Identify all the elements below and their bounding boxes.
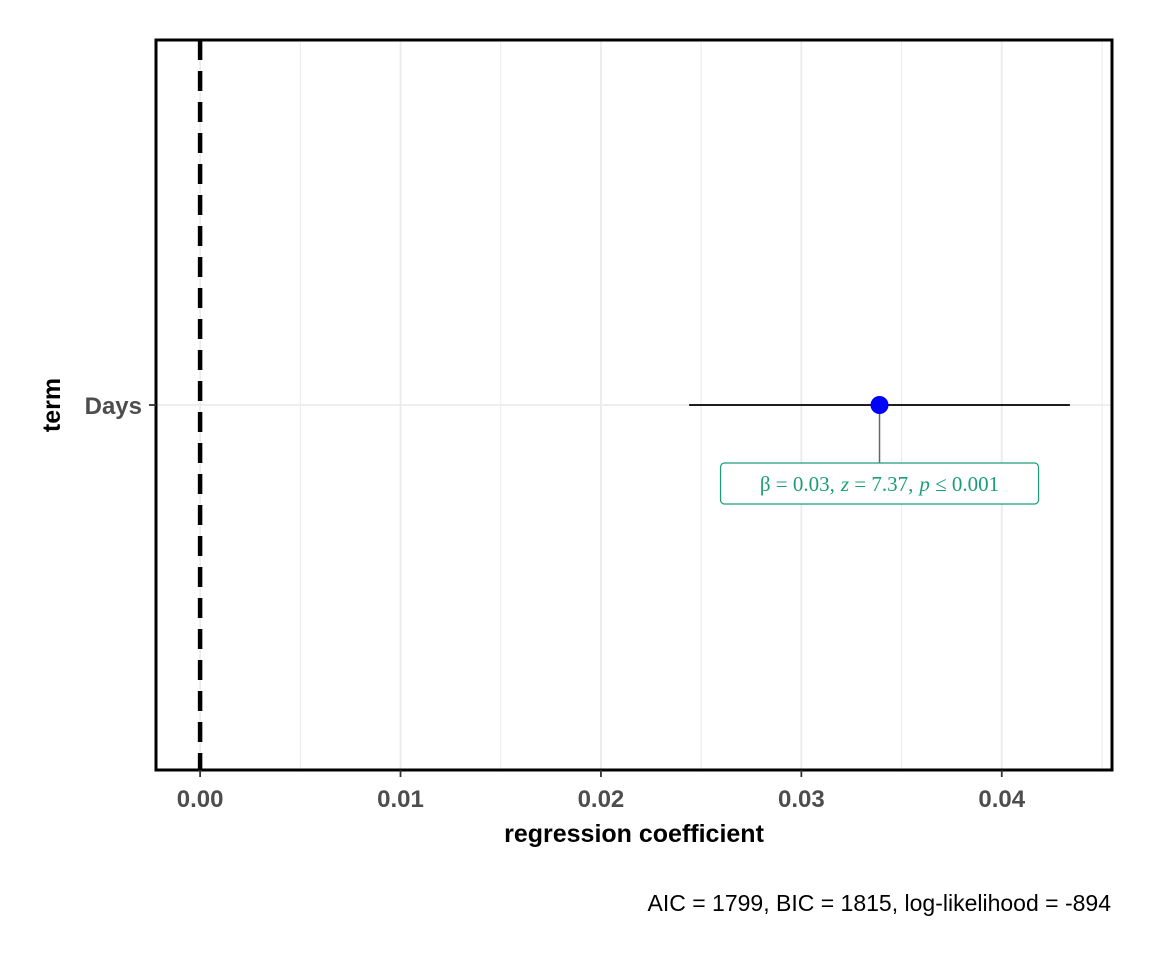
annotation-z-value: = 7.37, bbox=[849, 472, 913, 496]
y-axis-tick-label: Days bbox=[85, 393, 142, 420]
annotation-box bbox=[719, 462, 1040, 505]
annotation-text: β = 0.03, z = 7.37, p ≤ 0.001 bbox=[760, 472, 999, 496]
annotation-beta: β = 0.03, bbox=[760, 472, 835, 496]
x-axis-tick-label: 0.01 bbox=[377, 786, 424, 813]
annotation-p-symbol: p bbox=[917, 472, 930, 496]
x-axis-title: regression coefficient bbox=[504, 820, 764, 848]
y-axis-title: term bbox=[38, 378, 66, 432]
x-axis-tick-label: 0.02 bbox=[578, 786, 625, 813]
model-fit-caption: AIC = 1799, BIC = 1815, log-likelihood =… bbox=[648, 890, 1112, 916]
annotation-z-symbol: z bbox=[840, 472, 849, 496]
data-layer bbox=[689, 396, 1070, 463]
x-axis-tick-label: 0.04 bbox=[978, 786, 1025, 813]
annotation-p-value: ≤ 0.001 bbox=[930, 472, 999, 496]
coefficient-annotation: β = 0.03, z = 7.37, p ≤ 0.001 bbox=[719, 462, 1040, 505]
axes: 0.00 0.01 0.02 0.03 0.04 Days bbox=[85, 393, 1026, 813]
coefficient-point bbox=[870, 396, 889, 414]
x-axis-tick-label: 0.03 bbox=[778, 786, 825, 813]
x-axis-tick-label: 0.00 bbox=[177, 786, 224, 813]
